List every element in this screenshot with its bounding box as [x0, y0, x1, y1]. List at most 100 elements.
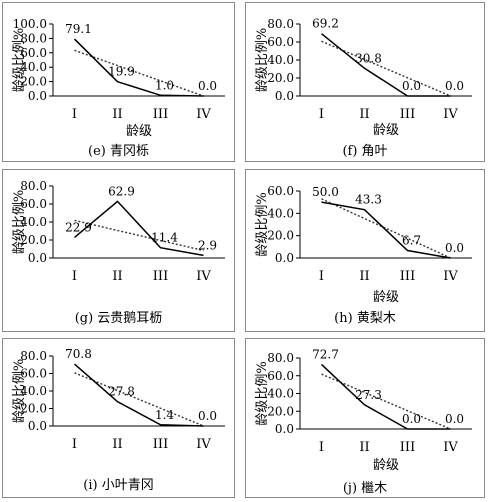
- y-tick-label-e: 40.0: [20, 60, 47, 74]
- y-tick-label-e: 100.0: [13, 17, 47, 31]
- data-label-h: 0.0: [445, 241, 464, 255]
- y-axis-label-j: 龄级比例%: [255, 361, 270, 425]
- data-label-e: 19.9: [108, 65, 135, 79]
- y-tick-label-f: 20.0: [267, 71, 294, 85]
- y-axis-label-e: 龄级比例%: [12, 28, 27, 92]
- series-line-g: [74, 200, 204, 257]
- x-axis-label-e: 龄级: [126, 124, 152, 139]
- y-axis-label-i: 龄级比例%: [12, 359, 27, 423]
- x-tick-label-i: IV: [196, 437, 211, 452]
- chart-svg-j: 0.020.040.060.080.0I II III IV龄级龄级比例%72.727…: [255, 347, 472, 473]
- data-label-h: 50.0: [312, 185, 339, 199]
- x-tick-label-i: I: [72, 437, 77, 452]
- data-label-f: 0.0: [445, 79, 464, 93]
- chart-panel-j: 0.0 20.0 40.0 60.0 80.0 I II III IV 龄级 龄级比例% 72.7 27…: [245, 338, 485, 498]
- x-tick-label-j: I: [319, 440, 324, 455]
- data-label-j: 72.7: [312, 347, 339, 361]
- data-label-g: 62.9: [108, 184, 135, 198]
- series-line-e: [73, 38, 204, 97]
- x-tick-label-e: III: [153, 107, 168, 122]
- data-label-g: 22.9: [65, 220, 92, 234]
- trendline-f: [321, 40, 451, 97]
- chart-panel-i: 0.0 20.0 40.0 60.0 80.0 I II III IV 龄级比例% 70.8 27.8…: [2, 338, 235, 498]
- y-tick-label-j: 40.0: [267, 387, 294, 401]
- y-tick-label-h: 0.0: [275, 251, 294, 265]
- y-tick-label-g: 60.0: [20, 197, 47, 211]
- data-label-i: 70.8: [65, 347, 92, 361]
- chart-panel-e: 0.0 20.0 40.0 60.0 80.0 100.0 I II III IV 龄级 龄级比例% 7…: [2, 2, 235, 162]
- y-tick-label-j: 80.0: [267, 351, 294, 365]
- y-tick-label-j: 60.0: [267, 369, 294, 383]
- y-tick-label-j: 0.0: [275, 422, 294, 436]
- y-tick-label-e: 80.0: [20, 31, 47, 45]
- data-label-i: 0.0: [198, 409, 217, 423]
- x-tick-label-h: I: [319, 269, 324, 284]
- y-axis-label-h: 龄级比例%: [255, 192, 270, 256]
- data-label-g: 2.9: [198, 238, 217, 252]
- y-tick-label-h: 40.0: [267, 206, 294, 220]
- x-tick-label-j: II: [359, 440, 369, 455]
- trendline-h: [321, 198, 451, 259]
- data-label-e: 79.1: [65, 22, 92, 36]
- y-tick-label-j: 20.0: [267, 404, 294, 418]
- y-tick-label-i: 80.0: [20, 349, 47, 363]
- y-tick-label-f: 0.0: [275, 89, 294, 103]
- data-label-e: 0.0: [198, 79, 217, 93]
- x-tick-label-f: III: [400, 107, 415, 122]
- series-line-f: [321, 33, 451, 97]
- x-tick-label-e: IV: [196, 107, 211, 122]
- x-tick-label-e: II: [112, 107, 122, 122]
- y-tick-label-g: 80.0: [20, 179, 47, 193]
- y-tick-label-h: 60.0: [267, 184, 294, 198]
- data-label-e: 1.0: [155, 78, 174, 92]
- data-label-f: 0.0: [402, 79, 421, 93]
- x-tick-label-j: III: [400, 440, 415, 455]
- y-tick-label-g: 20.0: [20, 233, 47, 247]
- x-tick-label-i: III: [153, 437, 168, 452]
- y-tick-label-i: 0.0: [28, 419, 47, 433]
- data-label-j: 0.0: [402, 412, 421, 426]
- x-tick-label-h: IV: [443, 269, 458, 284]
- trendline-e: [74, 49, 204, 97]
- data-label-h: 6.7: [402, 234, 421, 248]
- x-tick-label-g: II: [112, 269, 122, 284]
- y-tick-label-f: 60.0: [267, 35, 294, 49]
- chart-caption-j: (j) 檵木: [342, 481, 388, 496]
- y-tick-label-e: 60.0: [20, 46, 47, 60]
- data-label-h: 43.3: [355, 193, 382, 207]
- series-line-j: [320, 363, 451, 430]
- y-tick-label-f: 40.0: [267, 53, 294, 67]
- trendline-i: [74, 372, 204, 427]
- y-tick-label-e: 0.0: [28, 89, 47, 103]
- chart-caption-g: (g) 云贵鹅耳枥: [74, 311, 163, 326]
- y-tick-label-g: 0.0: [28, 251, 47, 265]
- chart-panel-f: 0.0 20.0 40.0 60.0 80.0 I II III IV 龄级 龄级比例% 69.2 30…: [245, 2, 485, 162]
- trendline-j: [321, 373, 451, 430]
- chart-panel-h: 0.0 20.0 40.0 60.0 I II III IV 龄级 龄级比例% 50.0 43.3 6.…: [245, 169, 485, 332]
- x-axis-label-h: 龄级: [373, 290, 399, 305]
- data-label-f: 30.8: [355, 51, 382, 65]
- data-label-f: 69.2: [312, 17, 339, 31]
- chart-svg-h: 0.020.040.060.0I II III IV龄级龄级比例%50.043.36.…: [255, 184, 472, 305]
- chart-caption-i: (i) 小叶青冈: [83, 478, 154, 493]
- x-tick-label-e: I: [72, 107, 77, 122]
- x-tick-label-h: II: [359, 269, 369, 284]
- chart-svg-f: 0.020.040.060.080.0I II III IV龄级龄级比例%69.230…: [255, 17, 472, 138]
- data-label-i: 1.4: [155, 408, 174, 422]
- chart-caption-f: (f) 角叶: [342, 144, 388, 159]
- chart-caption-h: (h) 黄梨木: [334, 311, 396, 326]
- chart-caption-e: (e) 青冈栎: [88, 144, 149, 159]
- x-tick-label-g: I: [72, 269, 77, 284]
- y-tick-label-h: 20.0: [267, 229, 294, 243]
- x-tick-label-g: IV: [196, 269, 211, 284]
- y-tick-label-f: 80.0: [267, 17, 294, 31]
- x-tick-label-f: I: [319, 107, 324, 122]
- chart-svg-i: 0.020.040.060.080.0I II III IV龄级比例%70.827.8…: [12, 347, 225, 452]
- y-tick-label-i: 40.0: [20, 384, 47, 398]
- x-tick-label-j: IV: [443, 440, 458, 455]
- series-line-h: [321, 201, 451, 259]
- x-tick-label-i: II: [112, 437, 122, 452]
- chart-panel-g: 0.0 20.0 40.0 60.0 80.0 I II III IV 龄级比例% 22.9 62.9…: [2, 169, 235, 332]
- y-tick-label-g: 40.0: [20, 215, 47, 229]
- data-label-i: 27.8: [108, 385, 135, 399]
